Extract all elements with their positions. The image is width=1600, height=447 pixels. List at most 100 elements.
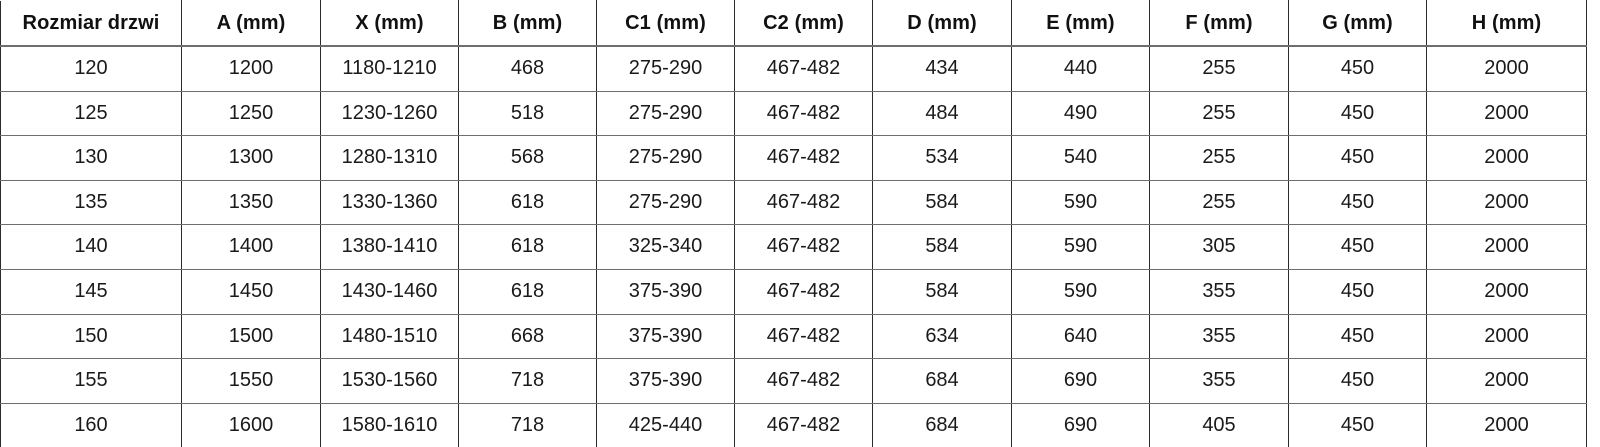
- column-header-rozmiar-drzwi: Rozmiar drzwi: [0, 0, 182, 47]
- cell-value: 584: [872, 180, 1012, 226]
- cell-value: 1200: [181, 46, 321, 92]
- cell-value: 467-482: [734, 180, 873, 226]
- cell-value: 450: [1288, 358, 1427, 404]
- cell-value: 1380-1410: [320, 224, 459, 270]
- cell-value: 450: [1288, 314, 1427, 360]
- cell-value: 275-290: [596, 91, 735, 137]
- cell-value: 1550: [181, 358, 321, 404]
- cell-value: 1350: [181, 180, 321, 226]
- cell-value: 2000: [1426, 358, 1587, 404]
- column-header-a-mm: A (mm): [181, 0, 321, 47]
- cell-value: 450: [1288, 46, 1427, 92]
- cell-value: 434: [872, 46, 1012, 92]
- cell-door-size: 160: [0, 403, 182, 447]
- cell-value: 255: [1149, 46, 1289, 92]
- cell-value: 467-482: [734, 91, 873, 137]
- cell-value: 255: [1149, 180, 1289, 226]
- cell-value: 618: [458, 269, 597, 315]
- cell-value: 668: [458, 314, 597, 360]
- cell-value: 450: [1288, 269, 1427, 315]
- cell-value: 584: [872, 224, 1012, 270]
- cell-value: 1180-1210: [320, 46, 459, 92]
- cell-value: 450: [1288, 224, 1427, 270]
- cell-value: 1230-1260: [320, 91, 459, 137]
- cell-value: 405: [1149, 403, 1289, 447]
- column-header-f-mm: F (mm): [1149, 0, 1289, 47]
- cell-value: 2000: [1426, 403, 1587, 447]
- cell-value: 375-390: [596, 358, 735, 404]
- table-row: 140 1400 1380-1410 618 325-340 467-482 584 590 3…: [0, 224, 1600, 270]
- cell-value: 440: [1011, 46, 1150, 92]
- cell-value: 718: [458, 358, 597, 404]
- cell-value: 690: [1011, 358, 1150, 404]
- cell-value: 684: [872, 358, 1012, 404]
- table-row: 155 1550 1530-1560 718 375-390 467-482 684 690 3…: [0, 358, 1600, 404]
- cell-value: 467-482: [734, 135, 873, 181]
- cell-door-size: 155: [0, 358, 182, 404]
- cell-value: 568: [458, 135, 597, 181]
- cell-value: 684: [872, 403, 1012, 447]
- table-header: Rozmiar drzwi A (mm) X (mm) B (mm) C1 (mm) C2…: [0, 0, 1600, 47]
- cell-value: 425-440: [596, 403, 735, 447]
- cell-value: 450: [1288, 135, 1427, 181]
- cell-value: 2000: [1426, 135, 1587, 181]
- cell-value: 590: [1011, 224, 1150, 270]
- cell-value: 1300: [181, 135, 321, 181]
- cell-value: 490: [1011, 91, 1150, 137]
- table-row: 130 1300 1280-1310 568 275-290 467-482 534 540 2…: [0, 135, 1600, 181]
- cell-value: 1600: [181, 403, 321, 447]
- cell-value: 540: [1011, 135, 1150, 181]
- cell-value: 640: [1011, 314, 1150, 360]
- cell-value: 534: [872, 135, 1012, 181]
- cell-door-size: 125: [0, 91, 182, 137]
- cell-value: 590: [1011, 269, 1150, 315]
- cell-value: 484: [872, 91, 1012, 137]
- cell-value: 305: [1149, 224, 1289, 270]
- cell-value: 1400: [181, 224, 321, 270]
- cell-value: 2000: [1426, 180, 1587, 226]
- cell-value: 1430-1460: [320, 269, 459, 315]
- cell-door-size: 145: [0, 269, 182, 315]
- cell-value: 2000: [1426, 314, 1587, 360]
- cell-value: 584: [872, 269, 1012, 315]
- cell-value: 1500: [181, 314, 321, 360]
- cell-value: 468: [458, 46, 597, 92]
- table-row: 135 1350 1330-1360 618 275-290 467-482 584 590 2…: [0, 180, 1600, 226]
- table-row: 125 1250 1230-1260 518 275-290 467-482 484 490 2…: [0, 91, 1600, 137]
- cell-value: 690: [1011, 403, 1150, 447]
- cell-value: 2000: [1426, 269, 1587, 315]
- column-header-x-mm: X (mm): [320, 0, 459, 47]
- cell-value: 467-482: [734, 358, 873, 404]
- column-header-g-mm: G (mm): [1288, 0, 1427, 47]
- cell-value: 355: [1149, 314, 1289, 360]
- cell-value: 590: [1011, 180, 1150, 226]
- cell-value: 355: [1149, 269, 1289, 315]
- cell-door-size: 150: [0, 314, 182, 360]
- cell-door-size: 140: [0, 224, 182, 270]
- cell-value: 518: [458, 91, 597, 137]
- table-header-row: Rozmiar drzwi A (mm) X (mm) B (mm) C1 (mm) C2…: [0, 0, 1600, 47]
- cell-value: 1330-1360: [320, 180, 459, 226]
- cell-value: 355: [1149, 358, 1289, 404]
- cell-value: 634: [872, 314, 1012, 360]
- cell-value: 2000: [1426, 224, 1587, 270]
- cell-value: 325-340: [596, 224, 735, 270]
- cell-value: 718: [458, 403, 597, 447]
- cell-value: 1280-1310: [320, 135, 459, 181]
- cell-value: 275-290: [596, 135, 735, 181]
- cell-value: 467-482: [734, 403, 873, 447]
- cell-value: 375-390: [596, 269, 735, 315]
- cell-value: 467-482: [734, 269, 873, 315]
- cell-value: 375-390: [596, 314, 735, 360]
- table-body: 120 1200 1180-1210 468 275-290 467-482 434 440 2…: [0, 46, 1600, 447]
- cell-value: 2000: [1426, 46, 1587, 92]
- table-row: 160 1600 1580-1610 718 425-440 467-482 684 690 4…: [0, 403, 1600, 447]
- column-header-c2-mm: C2 (mm): [734, 0, 873, 47]
- column-header-d-mm: D (mm): [872, 0, 1012, 47]
- cell-value: 1530-1560: [320, 358, 459, 404]
- table-row: 145 1450 1430-1460 618 375-390 467-482 584 590 3…: [0, 269, 1600, 315]
- cell-value: 1450: [181, 269, 321, 315]
- cell-value: 450: [1288, 91, 1427, 137]
- cell-value: 255: [1149, 91, 1289, 137]
